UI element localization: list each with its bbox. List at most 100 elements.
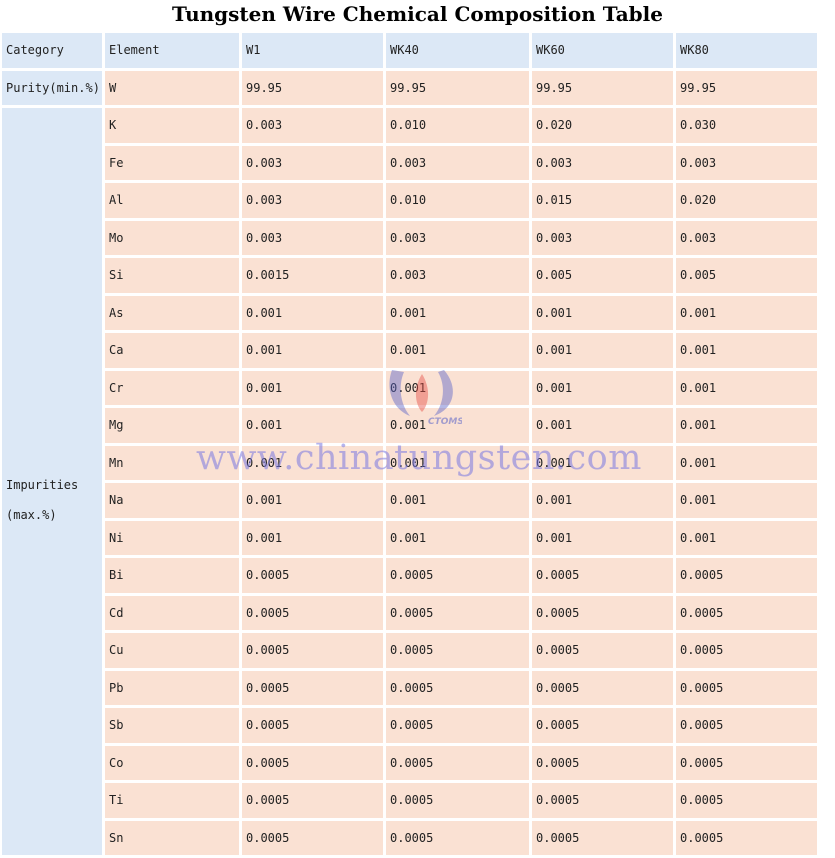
value-cell: 0.001 (242, 520, 383, 555)
value-cell: 0.0005 (676, 820, 817, 855)
column-header: W1 (242, 33, 383, 68)
value-cell: 0.003 (386, 220, 529, 255)
element-cell: As (105, 295, 239, 330)
value-cell: 0.0005 (676, 708, 817, 743)
value-cell: 0.0005 (386, 708, 529, 743)
value-cell: 0.003 (242, 220, 383, 255)
value-cell: 0.001 (676, 408, 817, 443)
table-row: Ni 0.001 0.001 0.001 0.001 (2, 520, 817, 555)
value-cell: 0.0005 (242, 745, 383, 780)
value-cell: 0.0005 (532, 745, 673, 780)
element-cell: W (105, 70, 239, 105)
table-row: Impurities (max.%) K 0.003 0.010 0.020 0.030 (2, 108, 817, 855)
value-cell: 0.001 (242, 295, 383, 330)
element-cell: Al (105, 183, 239, 218)
value-cell: 0.0005 (386, 633, 529, 668)
table-title: Tungsten Wire Chemical Composition Table (172, 2, 663, 26)
composition-table: Category Element W1 WK40 WK60 WK80 Purit… (0, 30, 820, 858)
header-row: Category Element W1 WK40 WK60 WK80 (2, 33, 817, 68)
table-row: As 0.001 0.001 0.001 0.001 (2, 295, 817, 330)
element-cell: K (105, 108, 239, 143)
value-cell: 0.0005 (676, 670, 817, 705)
purity-row: Purity(min.%) W 99.95 99.95 99.95 99.95 (2, 70, 817, 105)
column-header: WK40 (386, 33, 529, 68)
value-cell: 0.003 (242, 145, 383, 180)
table-row: Bi 0.0005 0.0005 0.0005 0.0005 (2, 558, 817, 593)
value-cell: 0.0005 (386, 670, 529, 705)
value-cell: 0.0005 (532, 670, 673, 705)
element-cell: Sn (105, 820, 239, 855)
column-header: Category (2, 33, 102, 68)
table-row: Fe 0.003 0.003 0.003 0.003 (2, 145, 817, 180)
value-cell: 0.0005 (242, 820, 383, 855)
element-cell: Fe (105, 145, 239, 180)
column-header: Element (105, 33, 239, 68)
value-cell: 0.0005 (242, 633, 383, 668)
value-cell: 0.001 (386, 520, 529, 555)
value-cell: 0.0005 (242, 595, 383, 630)
value-cell: 0.0005 (386, 558, 529, 593)
value-cell: 99.95 (386, 70, 529, 105)
element-cell: Bi (105, 558, 239, 593)
column-header: WK60 (532, 33, 673, 68)
value-cell: 0.001 (676, 483, 817, 518)
value-cell: 0.001 (242, 370, 383, 405)
table-row: Al 0.003 0.010 0.015 0.020 (2, 183, 817, 218)
value-cell: 0.001 (532, 520, 673, 555)
value-cell: 0.0005 (676, 633, 817, 668)
value-cell: 0.020 (532, 108, 673, 143)
table-row: Mn 0.001 0.001 0.001 0.001 (2, 445, 817, 480)
value-cell: 0.010 (386, 108, 529, 143)
element-cell: Mg (105, 408, 239, 443)
value-cell: 0.001 (386, 445, 529, 480)
value-cell: 0.001 (532, 370, 673, 405)
value-cell: 0.001 (676, 445, 817, 480)
value-cell: 99.95 (532, 70, 673, 105)
value-cell: 0.0005 (532, 633, 673, 668)
value-cell: 0.003 (676, 145, 817, 180)
value-cell: 0.001 (386, 483, 529, 518)
value-cell: 0.001 (676, 370, 817, 405)
value-cell: 0.001 (532, 408, 673, 443)
value-cell: 0.001 (386, 408, 529, 443)
value-cell: 0.010 (386, 183, 529, 218)
element-cell: Ca (105, 333, 239, 368)
element-cell: Mn (105, 445, 239, 480)
value-cell: 0.030 (676, 108, 817, 143)
element-cell: Mo (105, 220, 239, 255)
value-cell: 0.0005 (386, 745, 529, 780)
table-row: Cr 0.001 0.001 0.001 0.001 (2, 370, 817, 405)
impurities-sublabel: (max.%) (6, 507, 57, 522)
table-row: Sn 0.0005 0.0005 0.0005 0.0005 (2, 820, 817, 855)
value-cell: 0.001 (532, 295, 673, 330)
table-row: Si 0.0015 0.003 0.005 0.005 (2, 258, 817, 293)
value-cell: 0.003 (242, 183, 383, 218)
value-cell: 0.001 (532, 333, 673, 368)
impurities-category: Impurities (max.%) (2, 108, 102, 855)
table-row: Co 0.0005 0.0005 0.0005 0.0005 (2, 745, 817, 780)
value-cell: 0.003 (676, 220, 817, 255)
value-cell: 0.001 (386, 333, 529, 368)
value-cell: 0.0005 (676, 783, 817, 818)
table-row: Sb 0.0005 0.0005 0.0005 0.0005 (2, 708, 817, 743)
table-row: Mo 0.003 0.003 0.003 0.003 (2, 220, 817, 255)
value-cell: 0.0005 (386, 595, 529, 630)
table-row: Ti 0.0005 0.0005 0.0005 0.0005 (2, 783, 817, 818)
value-cell: 0.001 (242, 408, 383, 443)
element-cell: Pb (105, 670, 239, 705)
value-cell: 0.0005 (386, 783, 529, 818)
value-cell: 0.001 (386, 370, 529, 405)
value-cell: 0.0005 (676, 558, 817, 593)
value-cell: 0.001 (242, 333, 383, 368)
value-cell: 0.005 (532, 258, 673, 293)
impurities-label: Impurities (6, 477, 79, 492)
value-cell: 0.003 (532, 220, 673, 255)
value-cell: 99.95 (676, 70, 817, 105)
element-cell: Na (105, 483, 239, 518)
value-cell: 0.0005 (242, 783, 383, 818)
value-cell: 0.0005 (242, 670, 383, 705)
value-cell: 0.0005 (532, 708, 673, 743)
value-cell: 0.001 (676, 295, 817, 330)
value-cell: 0.0005 (676, 745, 817, 780)
element-cell: Ti (105, 783, 239, 818)
